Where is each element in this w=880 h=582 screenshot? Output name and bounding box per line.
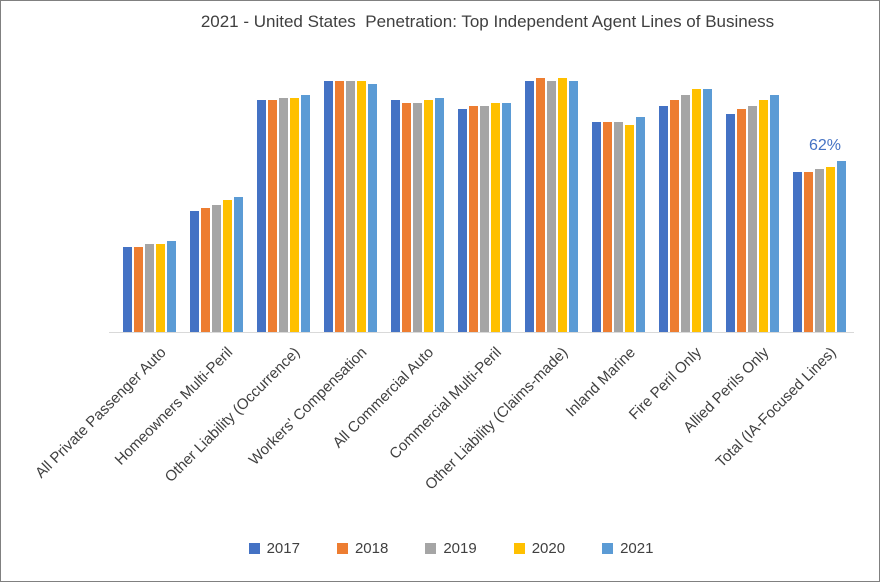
bar-2017 bbox=[592, 122, 601, 332]
plot-area bbox=[123, 72, 846, 332]
bar-2020 bbox=[491, 103, 500, 332]
bar-group bbox=[190, 72, 243, 332]
bar-group bbox=[257, 72, 310, 332]
x-axis-label: Other Liability (Claims-made) bbox=[422, 344, 572, 494]
bar-group bbox=[659, 72, 712, 332]
legend-swatch-icon bbox=[602, 543, 614, 554]
bar-2018 bbox=[335, 81, 344, 332]
bar-2021 bbox=[502, 103, 511, 332]
legend-label: 2017 bbox=[266, 540, 300, 557]
bar-group bbox=[324, 72, 377, 332]
bar-2020 bbox=[223, 200, 232, 332]
bar-2018 bbox=[670, 100, 679, 332]
bar-2018 bbox=[402, 103, 411, 332]
bar-2021 bbox=[368, 84, 377, 332]
legend-swatch-icon bbox=[513, 543, 525, 554]
data-label-62-percent: 62% bbox=[809, 137, 842, 154]
bar-2019 bbox=[346, 81, 355, 332]
x-axis-line bbox=[109, 332, 854, 333]
legend-swatch-icon bbox=[425, 543, 437, 554]
bar-2020 bbox=[692, 89, 701, 332]
x-axis-label: Homeowners Multi-Peril bbox=[111, 344, 237, 469]
bar-group bbox=[726, 72, 779, 332]
bar-2018 bbox=[201, 208, 210, 332]
chart-title: 2021 - United States Penetration: Top In… bbox=[200, 12, 775, 31]
bar-2021 bbox=[837, 161, 846, 332]
x-axis-label: Commercial Multi-Peril bbox=[385, 344, 505, 463]
bar-2017 bbox=[257, 100, 266, 332]
bar-2021 bbox=[703, 89, 712, 332]
bar-group bbox=[592, 72, 645, 332]
bar-group bbox=[525, 72, 578, 332]
bar-2018 bbox=[134, 247, 143, 332]
bar-2021 bbox=[636, 117, 645, 332]
bar-2021 bbox=[301, 95, 310, 332]
bar-2019 bbox=[614, 122, 623, 332]
bar-group bbox=[123, 72, 176, 332]
bar-2021 bbox=[167, 241, 176, 332]
bar-2018 bbox=[603, 122, 612, 332]
legend-label: 2018 bbox=[354, 540, 389, 557]
bar-2020 bbox=[424, 100, 433, 332]
bar-2019 bbox=[480, 106, 489, 332]
bar-2017 bbox=[190, 211, 199, 332]
bar-2017 bbox=[525, 81, 534, 332]
bar-2018 bbox=[536, 78, 545, 332]
bar-2018 bbox=[804, 172, 813, 332]
legend-item-2021: 2021 bbox=[602, 540, 653, 557]
legend-label: 2019 bbox=[443, 540, 477, 557]
bar-2021 bbox=[569, 81, 578, 332]
x-axis-labels: All Private Passenger Auto Homeowners Mul… bbox=[1, 332, 879, 532]
bar-2018 bbox=[469, 106, 478, 332]
bar-2021 bbox=[770, 95, 779, 332]
bar-2018 bbox=[268, 100, 277, 332]
bar-2017 bbox=[324, 81, 333, 332]
bar-2017 bbox=[458, 109, 467, 332]
bar-2019 bbox=[547, 81, 556, 332]
legend-item-2018: 2018 bbox=[336, 540, 389, 557]
x-axis-label: Workers' Compensation bbox=[245, 344, 371, 469]
bar-2019 bbox=[145, 244, 154, 332]
bar-2019 bbox=[279, 98, 288, 332]
bar-2020 bbox=[290, 98, 299, 332]
bar-group bbox=[793, 72, 846, 332]
bar-2020 bbox=[826, 167, 835, 332]
bar-2018 bbox=[737, 109, 746, 332]
legend-label: 2021 bbox=[620, 540, 654, 557]
bar-2017 bbox=[659, 106, 668, 332]
bar-2019 bbox=[413, 103, 422, 332]
bar-2021 bbox=[234, 197, 243, 332]
bar-group bbox=[458, 72, 511, 332]
legend-swatch-icon bbox=[336, 543, 348, 554]
bar-group bbox=[391, 72, 444, 332]
bar-2020 bbox=[357, 81, 366, 332]
chart-legend: 2017 2018 2019 2020 2021 bbox=[1, 540, 879, 557]
x-axis-label: Other Liability (Occurrence) bbox=[161, 344, 304, 486]
bar-2019 bbox=[212, 205, 221, 332]
bar-2021 bbox=[435, 98, 444, 332]
bar-2020 bbox=[759, 100, 768, 332]
bar-2019 bbox=[815, 169, 824, 332]
legend-item-2017: 2017 bbox=[248, 540, 300, 557]
bar-2017 bbox=[391, 100, 400, 332]
bar-2020 bbox=[625, 125, 634, 332]
legend-swatch-icon bbox=[248, 543, 260, 554]
bar-2020 bbox=[558, 78, 567, 332]
bar-2017 bbox=[726, 114, 735, 332]
bar-2020 bbox=[156, 244, 165, 332]
x-axis-label: All Private Passenger Auto bbox=[31, 344, 170, 482]
x-axis-label: Total (IA-Focused Lines) bbox=[712, 344, 840, 471]
bar-2019 bbox=[748, 106, 757, 332]
legend-item-2020: 2020 bbox=[513, 540, 566, 557]
bar-2019 bbox=[681, 95, 690, 332]
legend-label: 2020 bbox=[531, 540, 566, 557]
bar-2017 bbox=[123, 247, 132, 332]
bar-2017 bbox=[793, 172, 802, 332]
legend-item-2019: 2019 bbox=[425, 540, 477, 557]
